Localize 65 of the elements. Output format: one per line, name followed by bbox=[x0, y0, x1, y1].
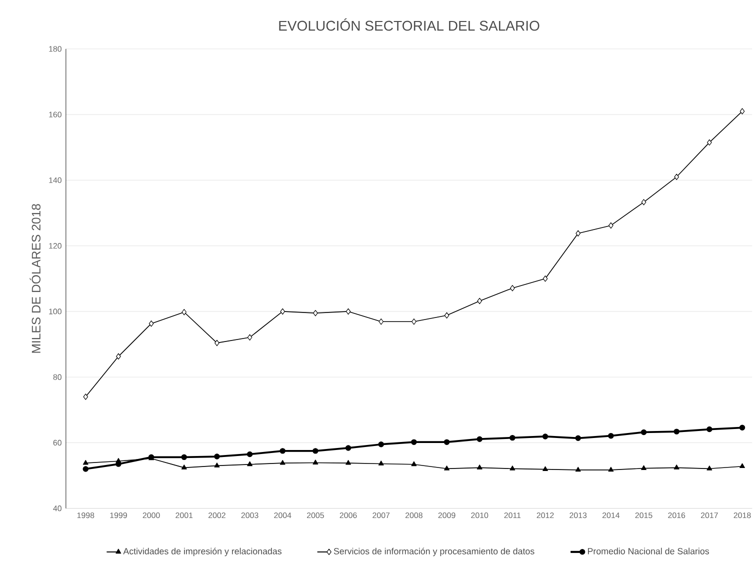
point bbox=[608, 433, 614, 439]
point bbox=[214, 340, 220, 346]
point bbox=[116, 458, 122, 463]
point bbox=[280, 460, 286, 465]
point bbox=[148, 320, 154, 327]
point bbox=[542, 434, 548, 440]
chart-title: EVOLUCIÓN SECTORIAL DEL SALARIO bbox=[279, 18, 540, 31]
legend-label: Promedio Nacional de Salarios bbox=[588, 548, 709, 554]
point bbox=[477, 298, 482, 304]
point bbox=[707, 139, 712, 146]
point bbox=[378, 460, 384, 466]
point bbox=[411, 461, 417, 466]
point bbox=[608, 222, 614, 229]
point bbox=[246, 451, 253, 458]
point bbox=[280, 308, 286, 315]
point bbox=[674, 174, 679, 180]
point bbox=[706, 466, 712, 470]
point bbox=[280, 448, 286, 454]
point bbox=[346, 460, 352, 465]
point bbox=[542, 276, 548, 282]
point bbox=[412, 318, 416, 325]
point bbox=[312, 448, 318, 454]
point bbox=[510, 435, 516, 441]
point bbox=[739, 424, 746, 431]
point bbox=[740, 463, 745, 468]
point bbox=[542, 466, 548, 472]
point bbox=[608, 467, 614, 472]
point bbox=[116, 353, 121, 360]
point bbox=[575, 435, 581, 442]
legend-label: Actividades de impresión y relacionadas bbox=[123, 548, 282, 556]
point bbox=[444, 439, 450, 446]
point bbox=[674, 464, 680, 470]
point bbox=[476, 436, 482, 442]
point bbox=[476, 464, 482, 470]
point bbox=[82, 466, 88, 472]
point bbox=[247, 334, 252, 341]
legend-label: Servicios de información y procesamiento de datos bbox=[334, 548, 534, 556]
point bbox=[214, 462, 220, 468]
point bbox=[510, 285, 515, 292]
point bbox=[740, 108, 745, 115]
point bbox=[181, 464, 187, 470]
point bbox=[378, 318, 384, 325]
point bbox=[411, 439, 417, 446]
point bbox=[576, 230, 580, 237]
point bbox=[182, 309, 187, 316]
point bbox=[640, 430, 647, 436]
point bbox=[345, 445, 352, 451]
point bbox=[82, 460, 88, 465]
point bbox=[247, 461, 253, 466]
point bbox=[641, 199, 646, 206]
point bbox=[181, 454, 187, 460]
point bbox=[444, 312, 450, 319]
point bbox=[641, 465, 646, 470]
point bbox=[378, 442, 384, 448]
point bbox=[312, 460, 318, 465]
y-axis-title: MILES DE DÓLARES 2018 bbox=[30, 204, 40, 353]
point bbox=[510, 466, 516, 470]
point bbox=[674, 428, 680, 435]
point bbox=[83, 394, 88, 400]
point bbox=[444, 466, 450, 470]
point bbox=[575, 467, 581, 472]
point bbox=[346, 308, 351, 315]
point bbox=[214, 454, 220, 460]
point bbox=[706, 426, 712, 432]
point bbox=[313, 310, 318, 316]
